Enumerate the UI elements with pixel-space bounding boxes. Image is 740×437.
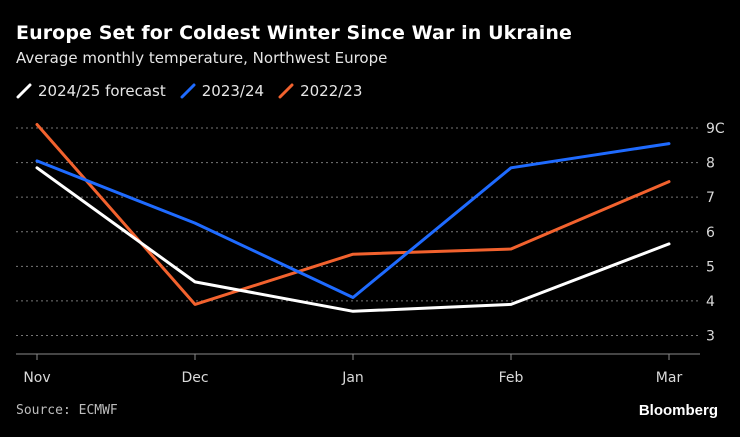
y-tick-label: 4 (706, 294, 715, 310)
x-tick-label: Feb (499, 370, 524, 386)
series-line-2023-24 (35, 142, 671, 299)
y-tick-label: 5 (706, 259, 715, 275)
source-note: Source: ECMWF (16, 403, 118, 418)
series-line-2024-25-forecast (35, 166, 671, 313)
legend-item-2023-24: 2023/24 (180, 82, 264, 100)
legend-swatch-2023-24 (180, 83, 196, 99)
y-tick-label: 6 (706, 225, 715, 241)
x-tick-label: Mar (656, 370, 683, 386)
series-lines (35, 123, 671, 313)
legend-label-2024-25: 2024/25 forecast (38, 82, 166, 100)
x-axis-ticks: Nov Dec Jan Feb Mar (23, 354, 682, 386)
x-tick-label: Jan (341, 370, 364, 386)
legend-item-2024-25: 2024/25 forecast (16, 82, 166, 100)
x-tick-label: Nov (23, 370, 50, 386)
series-line-2022-23 (35, 123, 671, 306)
chart-subtitle: Average monthly temperature, Northwest E… (16, 49, 388, 67)
legend-label-2023-24: 2023/24 (201, 82, 265, 100)
legend-swatch-2024-25 (16, 83, 32, 99)
bloomberg-logo: Bloomberg (638, 402, 718, 419)
legend-swatch-2022-23 (278, 83, 294, 99)
y-tick-label: 9C (706, 121, 725, 137)
y-axis-ticks: 3 4 5 6 7 8 9C (706, 121, 725, 345)
legend-item-2022-23: 2022/23 (278, 82, 362, 100)
y-tick-label: 8 (706, 156, 715, 172)
legend: 2024/25 forecast 2023/24 2022/23 (16, 82, 362, 100)
y-tick-label: 7 (706, 190, 715, 206)
legend-label-2022-23: 2022/23 (300, 82, 363, 100)
chart-title: Europe Set for Coldest Winter Since War … (16, 22, 572, 44)
x-tick-label: Dec (181, 370, 208, 386)
y-tick-label: 3 (706, 329, 715, 345)
gridlines (16, 127, 700, 355)
